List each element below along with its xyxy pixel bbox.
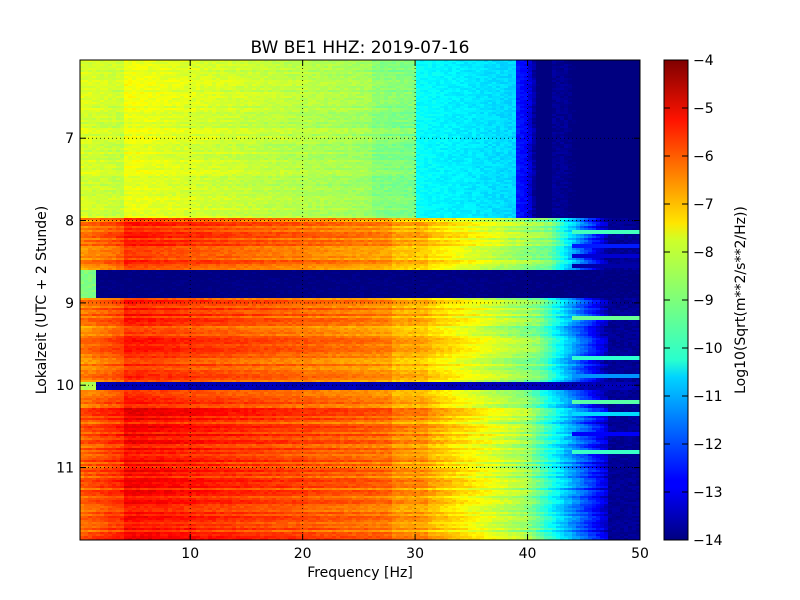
spectrogram-heatmap bbox=[80, 60, 641, 541]
spectrogram-figure: BW BE1 HHZ: 2019-07-16 10 20 30 40 50 789101… bbox=[0, 0, 800, 600]
chart-title: BW BE1 HHZ: 2019-07-16 bbox=[250, 38, 469, 58]
